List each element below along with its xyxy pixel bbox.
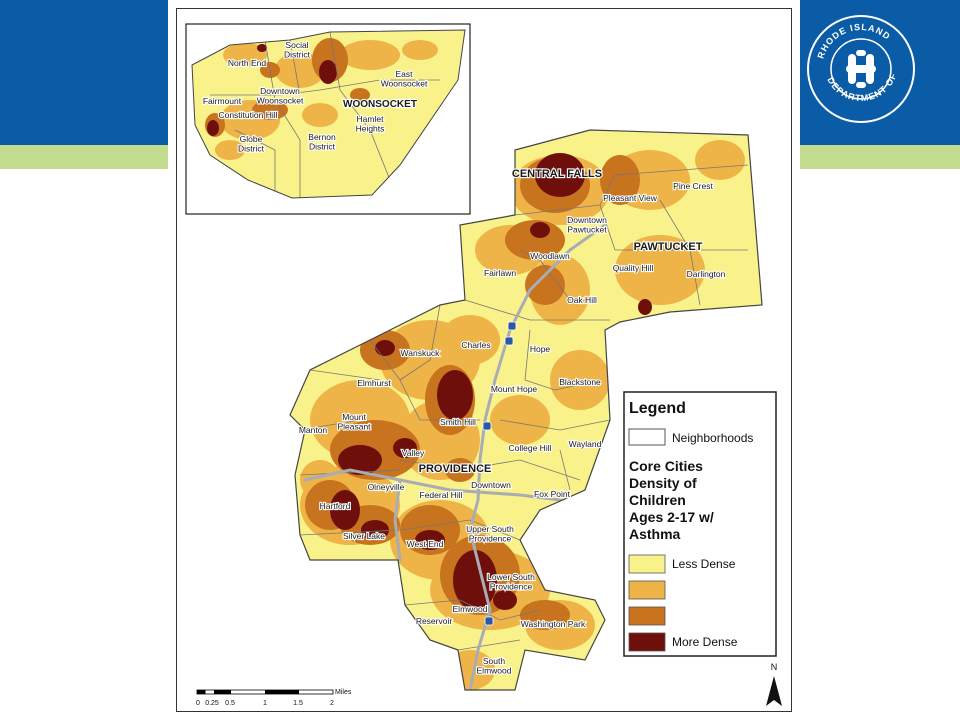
- neighborhood-label-manton: Manton: [299, 425, 328, 435]
- legend-class-label-more-dense: More Dense: [672, 635, 738, 649]
- legend-subtitle-line: Ages 2-17 w/: [629, 509, 714, 525]
- neighborhood-label-fox-point: Fox Point: [534, 489, 571, 499]
- neighborhood-label-mount-hope: Mount Hope: [491, 384, 538, 394]
- legend-swatch-1: [628, 554, 666, 574]
- legend-class-label-less-dense: Less Dense: [672, 557, 736, 571]
- city-label-central-falls: CENTRAL FALLS: [512, 168, 602, 180]
- neighborhood-label-federal-hill: Federal Hill: [420, 490, 463, 500]
- neighborhood-label-oak-hill: Oak Hill: [567, 295, 597, 305]
- legend-neighborhoods-label: Neighborhoods: [672, 431, 753, 445]
- neighborhood-label-silver-lake: Silver Lake: [343, 531, 385, 541]
- ri-health-logo-icon: RHODE ISLAND DEPARTMENT OF: [807, 15, 915, 123]
- neighborhood-label-hope: Hope: [530, 344, 551, 354]
- neighborhood-label-fairlawn: Fairlawn: [484, 268, 516, 278]
- interstate-shield-icon: [482, 321, 517, 626]
- neighborhood-label-pine-crest: Pine Crest: [673, 181, 713, 191]
- inset-city-label: WOONSOCKET: [343, 99, 417, 110]
- scale-tick-label: 2: [330, 700, 334, 707]
- neighborhood-label-west-end: West End: [407, 539, 444, 549]
- legend-title: Legend: [629, 400, 686, 417]
- neighborhood-label-darlington: Darlington: [687, 269, 726, 279]
- north-arrow-label: N: [771, 662, 778, 672]
- neighborhood-label-hartford: Hartford: [320, 501, 351, 511]
- inset-label-downtown-woonsocket: Downtown Woonsocket: [257, 86, 304, 106]
- inset-label-east-woonsocket: East Woonsocket: [381, 69, 428, 89]
- legend-subtitle-line: Density of: [629, 475, 697, 491]
- legend-swatch-3: [628, 606, 666, 626]
- neighborhood-label-pleasant-view: Pleasant View: [603, 193, 658, 203]
- neighborhood-label-college-hill: College Hill: [509, 443, 552, 453]
- scale-tick-label: 0: [196, 700, 200, 707]
- neighborhood-label-quality-hill: Quality Hill: [613, 263, 654, 273]
- city-label-providence: PROVIDENCE: [419, 463, 492, 475]
- legend-swatch-2: [628, 580, 666, 600]
- neighborhood-label-elmhurst: Elmhurst: [357, 378, 391, 388]
- legend-subtitle-line: Children: [629, 492, 686, 508]
- neighborhood-label-washington-park: Washington Park: [521, 619, 586, 629]
- neighborhood-label-olneyville: Olneyville: [368, 482, 405, 492]
- inset-label-north-end: North End: [228, 58, 267, 68]
- core-cities-outline: [289, 129, 763, 691]
- legend: Legend Neighborhoods Core CitiesDensity …: [623, 391, 777, 657]
- inset-label-fairmount: Fairmount: [203, 96, 242, 106]
- legend-subtitle-line: Asthma: [629, 526, 681, 542]
- north-arrow-icon: N: [766, 662, 782, 706]
- neighborhood-label-downtown-pawtucket: Downtown Pawtucket: [567, 215, 607, 235]
- legend-neighborhoods-swatch: [628, 428, 666, 446]
- scale-unit-label: Miles: [335, 689, 352, 696]
- inset-label-bernon-district: Bernon District: [308, 132, 336, 152]
- neighborhood-label-reservoir: Reservoir: [416, 616, 453, 626]
- scale-bar: 0 0.25 0.5 1 1.5 2 Miles: [196, 689, 352, 707]
- neighborhood-label-wanskuck: Wanskuck: [401, 348, 441, 358]
- neighborhood-label-mount-pleasant: Mount Pleasant: [337, 412, 371, 432]
- neighborhood-label-woodlawn: Woodlawn: [530, 251, 570, 261]
- inset-label-constitution-hill: Constitution Hill: [218, 110, 277, 120]
- city-label-pawtucket: PAWTUCKET: [634, 241, 703, 253]
- neighborhood-label-upper-south-providence: Upper South Providence: [466, 524, 514, 544]
- neighborhood-label-downtown: Downtown: [471, 480, 511, 490]
- neighborhood-label-valley: Valley: [402, 448, 425, 458]
- inset-label-social-district: Social District: [284, 40, 311, 60]
- legend-subtitle-line: Core Cities: [629, 458, 703, 474]
- scale-tick-label: 1.5: [293, 700, 303, 707]
- inset-label-globe-district: Globe District: [238, 134, 265, 154]
- neighborhood-label-wayland: Wayland: [569, 439, 602, 449]
- neighborhood-label-lower-south-providence: Lower South Providence: [487, 572, 535, 592]
- scale-tick-label: 0.5: [225, 700, 235, 707]
- neighborhood-label-charles: Charles: [461, 340, 490, 350]
- neighborhood-label-blackstone: Blackstone: [559, 377, 601, 387]
- neighborhood-label-smith-hill: Smith Hill: [440, 417, 476, 427]
- scale-tick-label: 0.25: [205, 700, 219, 707]
- neighborhood-label-south-elmwood: South Elmwood: [477, 656, 512, 676]
- scale-tick-label: 1: [263, 700, 267, 707]
- legend-swatch-4: [628, 632, 666, 652]
- inset-label-hamlet-heights: Hamlet Heights: [356, 114, 385, 134]
- neighborhood-label-elmwood: Elmwood: [453, 604, 488, 614]
